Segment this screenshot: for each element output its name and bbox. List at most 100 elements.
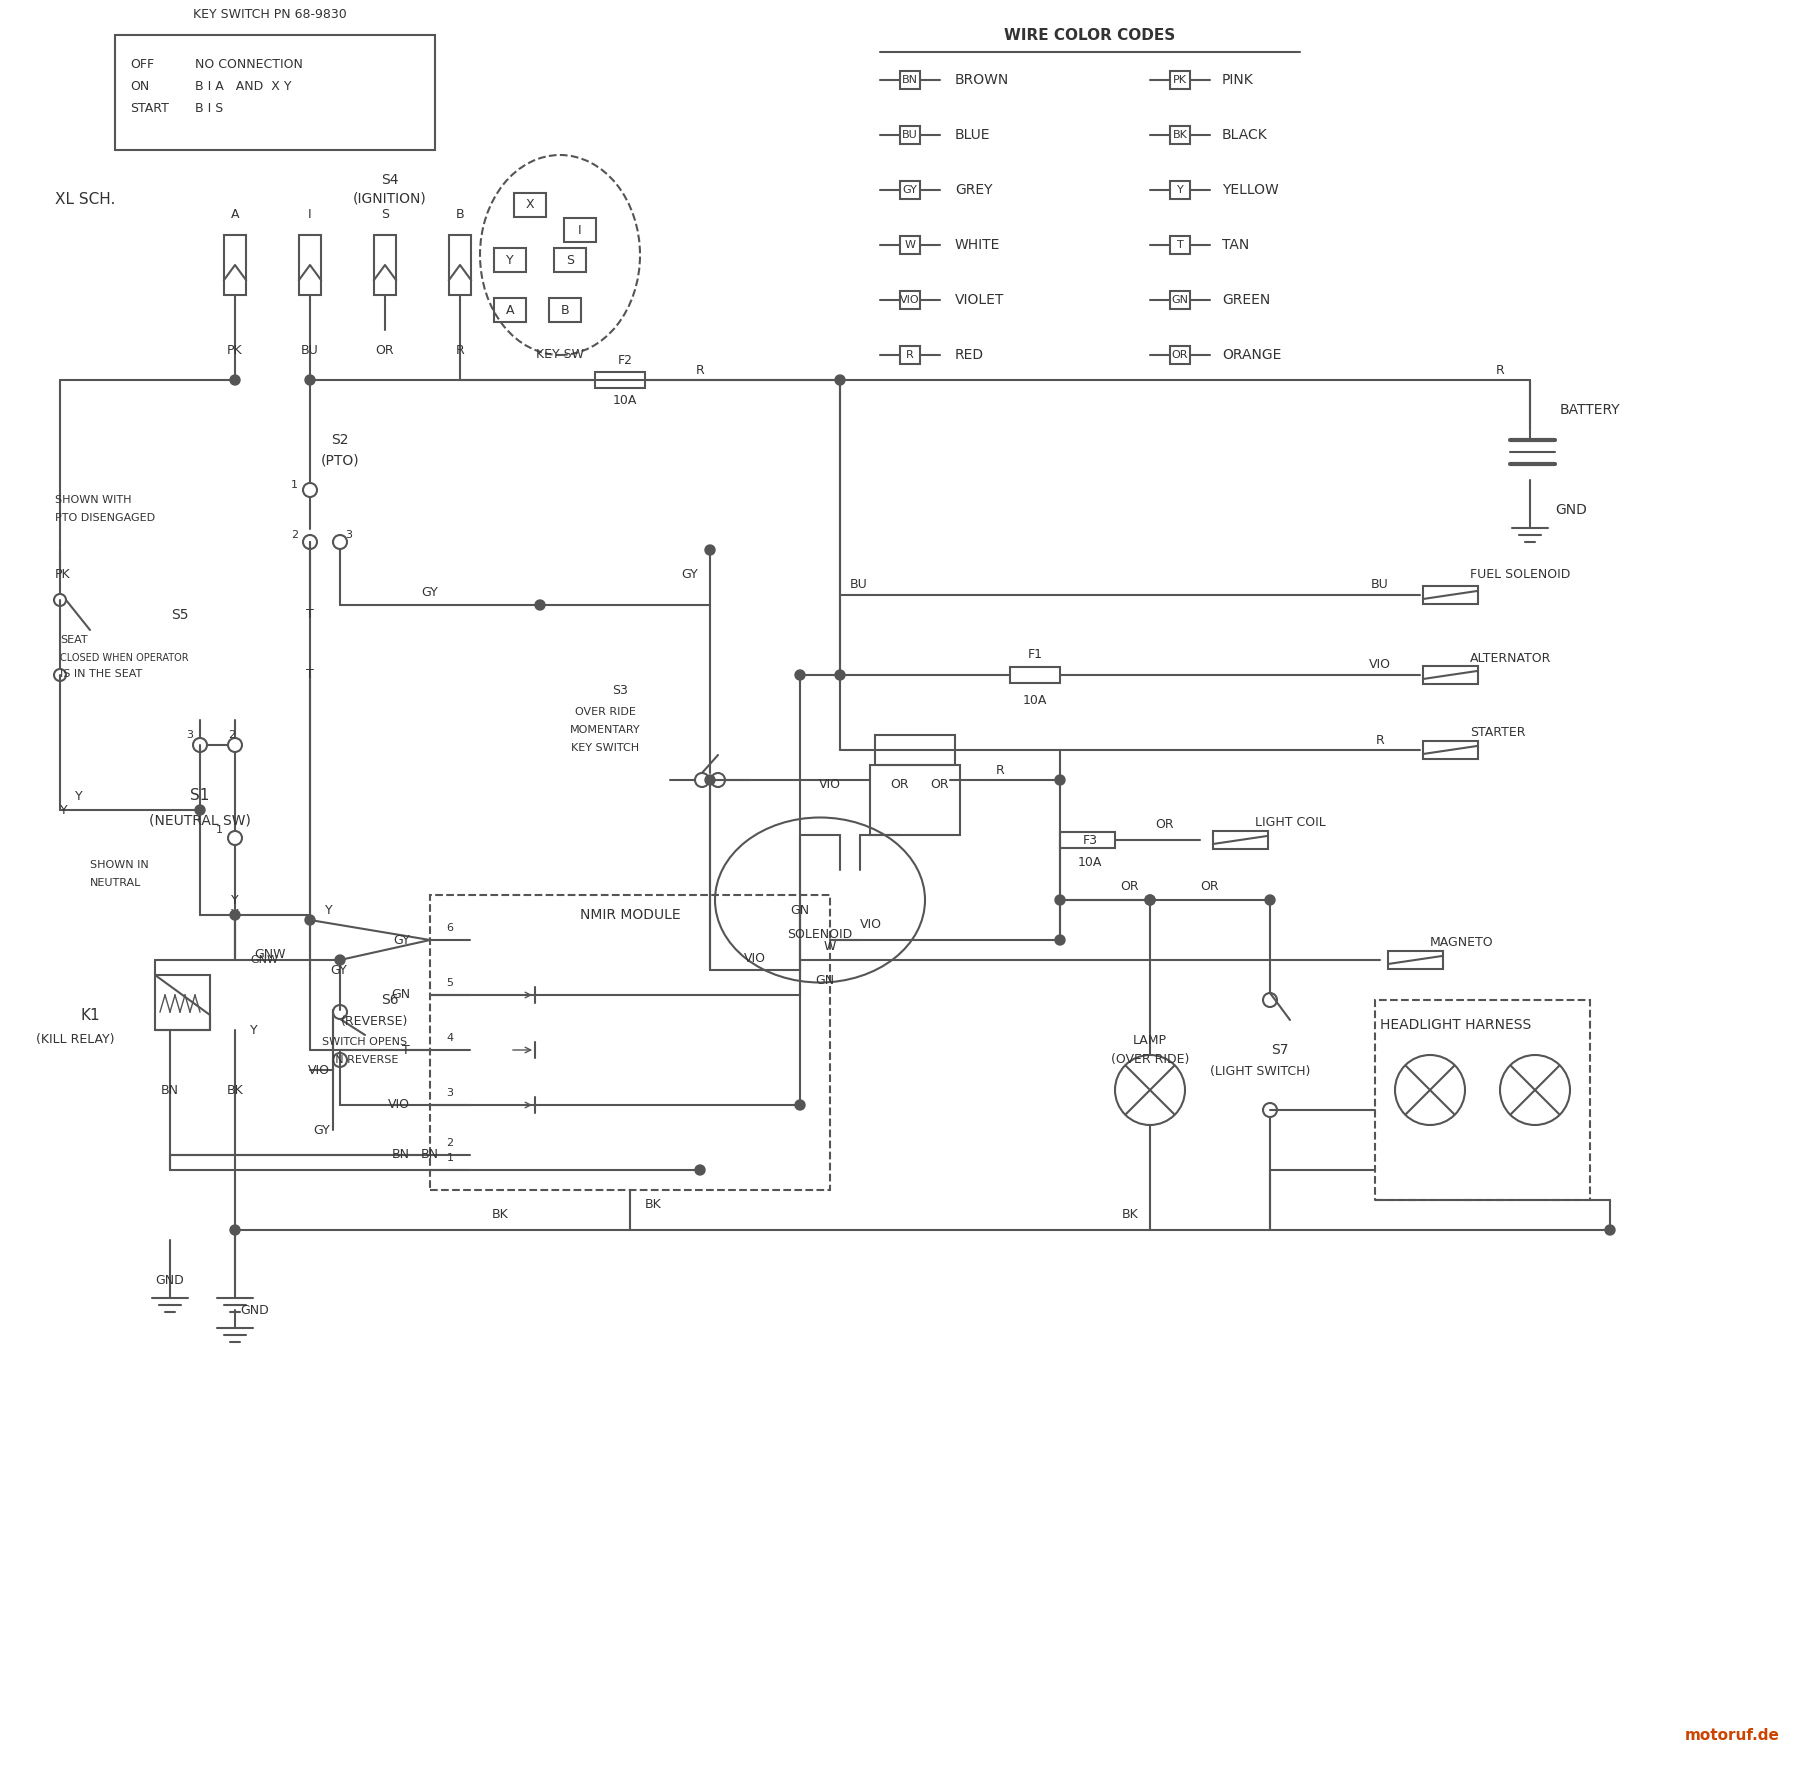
- Text: VIO: VIO: [308, 1064, 329, 1076]
- Text: S: S: [382, 209, 389, 221]
- Text: OR: OR: [1156, 818, 1174, 832]
- Text: MOMENTARY: MOMENTARY: [569, 726, 641, 735]
- Text: S1: S1: [191, 788, 209, 802]
- Text: VIO: VIO: [389, 1099, 410, 1112]
- Circle shape: [706, 545, 715, 556]
- Text: GREEN: GREEN: [1222, 294, 1271, 306]
- Bar: [223, 235, 247, 296]
- Text: R: R: [995, 763, 1004, 777]
- Text: Y: Y: [59, 804, 68, 816]
- Text: S7: S7: [1271, 1043, 1289, 1057]
- Text: Y: Y: [326, 903, 333, 917]
- Text: 2: 2: [292, 529, 299, 540]
- Text: (IGNITION): (IGNITION): [353, 191, 427, 205]
- Text: B I S: B I S: [194, 103, 223, 115]
- Text: TAN: TAN: [1222, 237, 1249, 251]
- Text: 10A: 10A: [612, 393, 637, 407]
- Circle shape: [1145, 896, 1156, 904]
- Bar: [1424, 586, 1478, 604]
- Text: GNW: GNW: [250, 956, 277, 965]
- Circle shape: [1055, 775, 1066, 786]
- Text: IN REVERSE: IN REVERSE: [331, 1055, 398, 1066]
- Text: Y: Y: [76, 791, 83, 804]
- Text: KEY SW: KEY SW: [536, 349, 583, 361]
- Circle shape: [1055, 896, 1066, 904]
- Circle shape: [304, 915, 315, 926]
- Text: PK: PK: [227, 343, 243, 356]
- Text: BN: BN: [421, 1149, 439, 1161]
- Text: STARTER: STARTER: [1471, 726, 1526, 740]
- Text: RED: RED: [956, 349, 985, 363]
- Text: KEY SWITCH PN 68-9830: KEY SWITCH PN 68-9830: [193, 9, 347, 21]
- Text: S6: S6: [382, 993, 400, 1007]
- Circle shape: [796, 671, 805, 680]
- Bar: [900, 235, 920, 255]
- Bar: [1170, 126, 1190, 143]
- Text: GY: GY: [329, 963, 347, 977]
- Text: R: R: [455, 343, 464, 356]
- Text: KEY SWITCH: KEY SWITCH: [571, 743, 639, 752]
- Text: 10A: 10A: [1022, 694, 1048, 706]
- Bar: [900, 181, 920, 198]
- Text: 3: 3: [185, 729, 193, 740]
- Text: OR: OR: [891, 779, 909, 791]
- Bar: [875, 735, 956, 765]
- Text: GN: GN: [790, 903, 810, 917]
- Text: GNW: GNW: [254, 949, 286, 961]
- Text: 5: 5: [446, 979, 454, 988]
- Circle shape: [194, 805, 205, 814]
- Text: Y: Y: [230, 908, 239, 922]
- Text: WIRE COLOR CODES: WIRE COLOR CODES: [1004, 28, 1175, 42]
- Text: OR: OR: [376, 343, 394, 356]
- Circle shape: [835, 375, 844, 386]
- Text: BK: BK: [1121, 1209, 1138, 1221]
- Text: BK: BK: [644, 1198, 662, 1211]
- Circle shape: [230, 910, 239, 920]
- Text: BROWN: BROWN: [956, 73, 1010, 87]
- Text: PTO DISENGAGED: PTO DISENGAGED: [56, 513, 155, 522]
- Text: I: I: [578, 223, 581, 237]
- Bar: [115, 35, 436, 150]
- Text: OVER RIDE: OVER RIDE: [574, 706, 635, 717]
- Text: (KILL RELAY): (KILL RELAY): [36, 1034, 113, 1046]
- Text: BN: BN: [160, 1083, 178, 1096]
- Text: PINK: PINK: [1222, 73, 1255, 87]
- Text: 3: 3: [346, 529, 353, 540]
- Circle shape: [1606, 1225, 1615, 1235]
- Text: (PTO): (PTO): [320, 453, 360, 467]
- Text: 1: 1: [216, 825, 223, 835]
- Text: GN: GN: [391, 988, 410, 1002]
- Text: PK: PK: [56, 568, 70, 582]
- Text: OR: OR: [1201, 880, 1219, 894]
- Bar: [1170, 235, 1190, 255]
- Text: OR: OR: [1121, 880, 1139, 894]
- Text: T: T: [401, 1044, 410, 1057]
- Text: I: I: [308, 209, 311, 221]
- Bar: [1170, 290, 1190, 310]
- Circle shape: [1145, 896, 1156, 904]
- Text: START: START: [130, 103, 169, 115]
- Text: CLOSED WHEN OPERATOR: CLOSED WHEN OPERATOR: [59, 653, 189, 664]
- Bar: [1060, 832, 1114, 848]
- Text: (REVERSE): (REVERSE): [342, 1016, 409, 1028]
- Text: GY: GY: [682, 568, 698, 582]
- Text: GY: GY: [313, 1124, 329, 1136]
- Bar: [596, 372, 644, 388]
- Text: 2: 2: [446, 1138, 454, 1149]
- Text: SEAT: SEAT: [59, 635, 88, 644]
- Bar: [1170, 71, 1190, 88]
- Text: NEUTRAL: NEUTRAL: [90, 878, 142, 889]
- Text: HEADLIGHT HARNESS: HEADLIGHT HARNESS: [1381, 1018, 1532, 1032]
- Text: S4: S4: [382, 173, 400, 188]
- Text: F1: F1: [1028, 648, 1042, 662]
- Text: VIO: VIO: [900, 296, 920, 304]
- Text: BN: BN: [392, 1149, 410, 1161]
- Text: BU: BU: [902, 129, 918, 140]
- Text: YELLOW: YELLOW: [1222, 182, 1278, 196]
- Text: BK: BK: [491, 1209, 508, 1221]
- Bar: [900, 126, 920, 143]
- Bar: [430, 896, 830, 1189]
- Circle shape: [230, 375, 239, 386]
- Bar: [1424, 742, 1478, 759]
- Bar: [1375, 1000, 1589, 1200]
